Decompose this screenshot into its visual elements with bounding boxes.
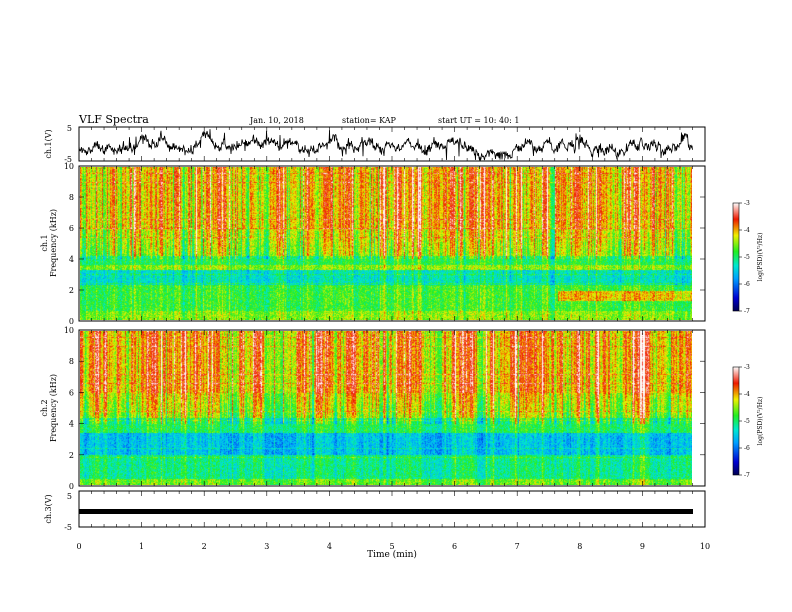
x-tick-label: 6 [452,542,457,551]
panel-ch2-spectrogram: 0 2 4 6 8 10 ch.2 Frequency (kHz) [40,326,706,491]
ch1-ytick-top: 5 [67,124,72,133]
x-tick-label: 0 [76,542,81,551]
colorbar-ch1-bar [732,202,740,312]
colorbar-tick-label: -7 [744,308,750,315]
y-tick-label: 8 [69,357,74,366]
y-tick-label: 0 [69,317,74,326]
colorbar-tick-label: -7 [744,472,750,479]
ch3-ytick-top: 5 [67,492,72,501]
y-tick-label: 6 [69,224,74,233]
ch1-spectrogram-ylabel-channel: ch.1 [40,234,49,251]
ch3-ytick-bottom: -5 [64,523,72,532]
y-tick-label: 4 [69,255,74,264]
ch3-waveform-line [79,509,693,514]
y-tick-label: 10 [64,326,74,335]
x-tick-label: 10 [700,542,710,551]
colorbar-tick-label: -3 [744,200,750,207]
x-tick-label: 9 [640,542,645,551]
x-tick-label: 4 [327,542,332,551]
colorbar-ch1-label: log(PSD)(V²/Hz) [757,233,764,282]
start-time-label: start UT = 10: 40: 1 [438,116,519,125]
x-tick-label: 3 [264,542,269,551]
date-label: Jan. 10, 2018 [249,116,304,125]
colorbar-tick-label: -3 [744,364,750,371]
ch2-spectrogram-canvas-wrap [80,331,692,485]
y-tick-label: 10 [64,162,74,171]
x-tick-label: 5 [389,542,394,551]
ch3-waveform-ylabel: ch.3(V) [44,494,53,523]
colorbar-ch2-bar [732,366,740,476]
y-tick-label: 8 [69,193,74,202]
colorbar-tick-label: -6 [744,445,750,452]
ch1-spectrogram-ylabel-frequency: Frequency (kHz) [49,209,58,277]
ch1-spectrogram-image [80,167,692,320]
colorbar-ch2: -3 -4 -5 -6 -7 log(PSD)(V²/Hz) [732,364,764,479]
ch2-spectrogram-ylabel-frequency: Frequency (kHz) [49,374,58,442]
station-label: station= KAP [342,116,397,125]
y-tick-label: 4 [69,420,74,429]
x-tick-label: 7 [515,542,520,551]
x-tick-label: 8 [577,542,582,551]
colorbar-tick-label: -4 [744,227,750,234]
ch1-ytick-bottom: -5 [64,155,72,164]
panel-ch3-waveform: 5 -5 ch.3(V) [44,490,706,532]
ch1-spectrogram-canvas-wrap [80,167,692,320]
colorbar-tick-label: -4 [744,391,750,398]
figure-title: VLF Spectra [78,113,149,126]
colorbar-ch2-label: log(PSD)(V²/Hz) [757,397,764,446]
colorbar-tick-label: -6 [744,281,750,288]
ch1-waveform-line [78,129,693,162]
y-tick-label: 2 [69,286,74,295]
ch1-waveform-ylabel: ch.1(V) [44,129,53,158]
y-tick-label: 6 [69,388,74,397]
panel-ch1-waveform: 5 -5 ch.1(V) [44,124,706,164]
ch2-spectrogram-image [80,331,692,485]
panel-ch1-spectrogram: 0 2 4 6 8 10 ch.1 Frequency (kHz) [40,162,706,326]
x-axis-label: Time (min) [367,549,417,560]
x-tick-label: 2 [202,542,207,551]
ch2-spectrogram-ylabel-channel: ch.2 [40,399,49,416]
x-tick-label: 1 [139,542,144,551]
colorbar-ch1: -3 -4 -5 -6 -7 log(PSD)(V²/Hz) [732,200,764,315]
y-tick-label: 2 [69,451,74,460]
colorbar-tick-label: -5 [744,418,750,425]
y-tick-label: 0 [69,482,74,491]
colorbar-tick-label: -5 [744,254,750,261]
